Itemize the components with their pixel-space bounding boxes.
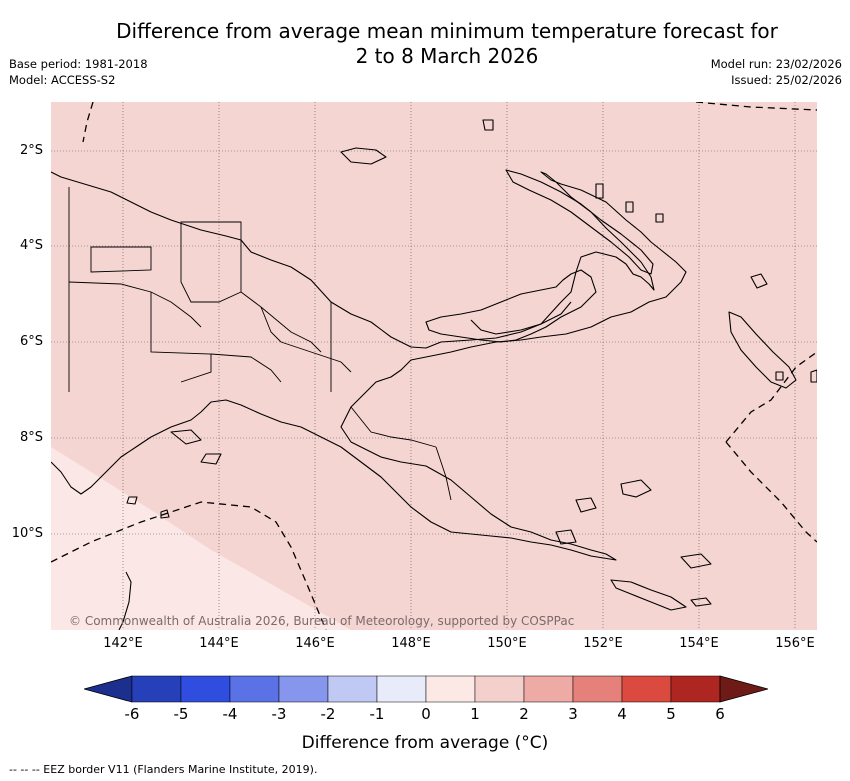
cb-tick-m6: -6 [124,705,140,723]
new-ireland-coast [505,169,654,275]
lon-label-154e: 154°E [679,636,719,651]
cb-seg-8 [474,675,525,703]
huon-peninsula [470,301,572,335]
chart-title: Difference from average mean minimum tem… [80,19,814,69]
coastlines [51,119,817,630]
lon-label-152e: 152°E [583,636,623,651]
graticule [51,102,817,630]
base-period: Base period: 1981-2018 [9,57,148,71]
cb-tick-m1: -1 [369,705,385,723]
cb-seg-5 [327,675,378,703]
lon-label-144e: 144°E [199,636,239,651]
lon-label-142e: 142°E [103,636,143,651]
lat-label-10s: 10°S [11,526,43,541]
lon-label-146e: 146°E [295,636,335,651]
cb-tick-m4: -4 [222,705,238,723]
lat-label-6s: 6°S [19,334,43,349]
cb-tick-4: 4 [617,705,627,723]
cb-seg-pos-inf [719,675,768,703]
cb-tick-0: 0 [421,705,431,723]
cb-tick-6: 6 [715,705,725,723]
new-guinea-coast [51,171,687,561]
map-panel [51,102,817,630]
cb-seg-3 [229,675,280,703]
eez-borders [51,102,817,630]
cb-tick-2: 2 [519,705,529,723]
cb-seg-12 [670,675,721,703]
cb-seg-neg-inf [84,675,133,703]
cb-seg-10 [572,675,623,703]
cb-seg-1 [131,675,182,703]
meta-left: Base period: 1981-2018 Model: ACCESS-S2 [9,56,148,88]
new-britain-coast [425,269,597,343]
cb-tick-m3: -3 [271,705,287,723]
cb-tick-1: 1 [470,705,480,723]
eez-legend-note: -- -- -- EEZ border V11 (Flanders Marine… [9,763,318,776]
lon-label-156e: 156°E [775,636,815,651]
manus-coast [340,147,387,165]
copyright-notice: © Commonwealth of Australia 2026, Bureau… [69,614,575,628]
lat-label-8s: 8°S [19,430,43,445]
model-name: Model: ACCESS-S2 [9,73,116,87]
cb-seg-2 [180,675,231,703]
title-line-2: 2 to 8 March 2026 [355,44,539,68]
bougainville-coast [728,311,797,389]
colorbar [84,675,768,703]
lon-label-148e: 148°E [391,636,431,651]
issued-date: Issued: 25/02/2026 [731,73,842,87]
anomaly-0-1-region [51,447,351,630]
cb-tick-5: 5 [666,705,676,723]
map-svg [51,102,817,630]
cb-seg-9 [523,675,574,703]
lon-label-150e: 150°E [487,636,527,651]
cb-tick-3: 3 [568,705,578,723]
provincial-boundaries [68,187,452,501]
model-run: Model run: 23/02/2026 [710,57,842,71]
title-line-1: Difference from average mean minimum tem… [116,19,778,43]
lat-label-2s: 2°S [19,143,43,158]
cb-seg-7 [425,675,476,703]
cb-tick-m2: -2 [320,705,336,723]
cb-seg-4 [278,675,329,703]
colorbar-label: Difference from average (°C) [301,733,549,753]
cb-tick-m5: -5 [173,705,189,723]
lat-label-4s: 4°S [19,238,43,253]
meta-right: Model run: 23/02/2026 Issued: 25/02/2026 [711,56,842,88]
cb-seg-11 [621,675,672,703]
cb-seg-6 [376,675,427,703]
